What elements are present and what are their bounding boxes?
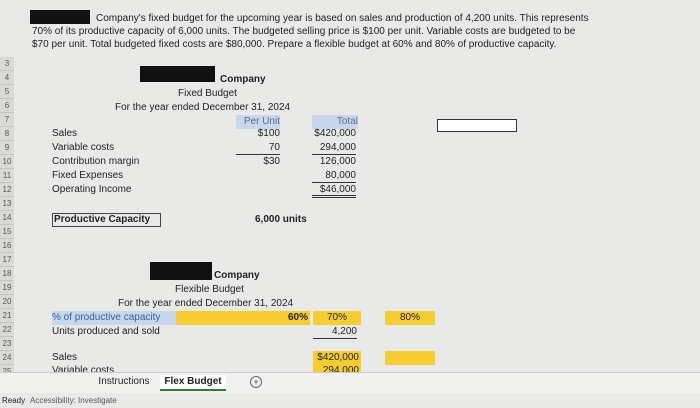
row-number: 21 <box>0 309 14 323</box>
problem-text: Company's fixed budget for the upcoming … <box>32 13 589 50</box>
budget-period: For the year ended December 31, 2024 <box>115 102 291 113</box>
status-mode: Ready <box>2 396 26 405</box>
row-number: 6 <box>0 99 14 113</box>
row-label: % of productive capacity <box>52 311 176 325</box>
row-number: 5 <box>0 85 14 99</box>
row-number: 3 <box>0 57 14 71</box>
capacity-percent: 70% <box>313 311 361 325</box>
per-unit-value: 70 <box>236 141 280 155</box>
total-value: $420,000 <box>314 128 356 139</box>
budget-period: For the year ended December 31, 2024 <box>118 298 294 309</box>
row-number: 7 <box>0 113 14 127</box>
units-value: 4,200 <box>313 325 357 339</box>
row-label: Variable costs <box>52 142 115 153</box>
empty-input <box>385 351 435 365</box>
redaction <box>140 66 215 82</box>
row-number: 10 <box>0 155 14 169</box>
capacity-value: 6,000 units <box>255 214 307 225</box>
column-header: Per Unit <box>236 115 280 129</box>
row-number: 24 <box>0 351 14 365</box>
add-sheet-button[interactable]: + <box>250 376 262 388</box>
row-number: 23 <box>0 337 14 351</box>
budget-title: Flexible Budget <box>175 284 244 295</box>
row-label: Units produced and sold <box>52 326 160 337</box>
row-number: 15 <box>0 225 14 239</box>
row-label: Fixed Expenses <box>52 170 124 181</box>
row-label: Variable costs <box>52 365 115 372</box>
variable-value: 294,000 <box>313 364 361 372</box>
accessibility-status[interactable]: Accessibility: Investigate <box>30 396 117 405</box>
capacity-percent: 60% <box>176 311 310 325</box>
capacity-percent: 80% <box>385 311 435 325</box>
column-header: Total <box>312 115 358 129</box>
row-number: 19 <box>0 281 14 295</box>
row-number: 22 <box>0 323 14 337</box>
budget-title: Fixed Budget <box>178 88 237 99</box>
row-number: 4 <box>0 71 14 85</box>
row-number: 9 <box>0 141 14 155</box>
sheet-tab[interactable]: Instructions <box>98 376 150 387</box>
row-number: 17 <box>0 253 14 267</box>
total-value: 294,000 <box>312 141 356 155</box>
redaction <box>150 262 212 280</box>
row-number: 16 <box>0 239 14 253</box>
row-number: 18 <box>0 267 14 281</box>
row-number: 20 <box>0 295 14 309</box>
capacity-label: Productive Capacity <box>52 213 161 227</box>
row-label: Sales <box>52 352 78 363</box>
per-unit-value: $100 <box>257 128 280 139</box>
row-number: 11 <box>0 169 14 183</box>
sheet-tab[interactable]: Flex Budget <box>160 375 226 391</box>
company-name: Company <box>214 270 260 281</box>
per-unit-value: $30 <box>263 156 280 167</box>
total-value: $46,000 <box>312 183 356 198</box>
row-number: 13 <box>0 197 14 211</box>
company-name: Company <box>220 74 266 85</box>
row-label: Operating Income <box>52 184 132 195</box>
row-label: Sales <box>52 128 78 139</box>
row-number: 8 <box>0 127 14 141</box>
row-label: Contribution margin <box>52 156 140 167</box>
sales-value: $420,000 <box>313 351 361 365</box>
row-number: 14 <box>0 211 14 225</box>
drawing-shape <box>437 119 517 132</box>
redaction <box>30 10 90 24</box>
row-number: 12 <box>0 183 14 197</box>
total-value: 126,000 <box>319 156 356 167</box>
total-value: 80,000 <box>312 169 356 183</box>
